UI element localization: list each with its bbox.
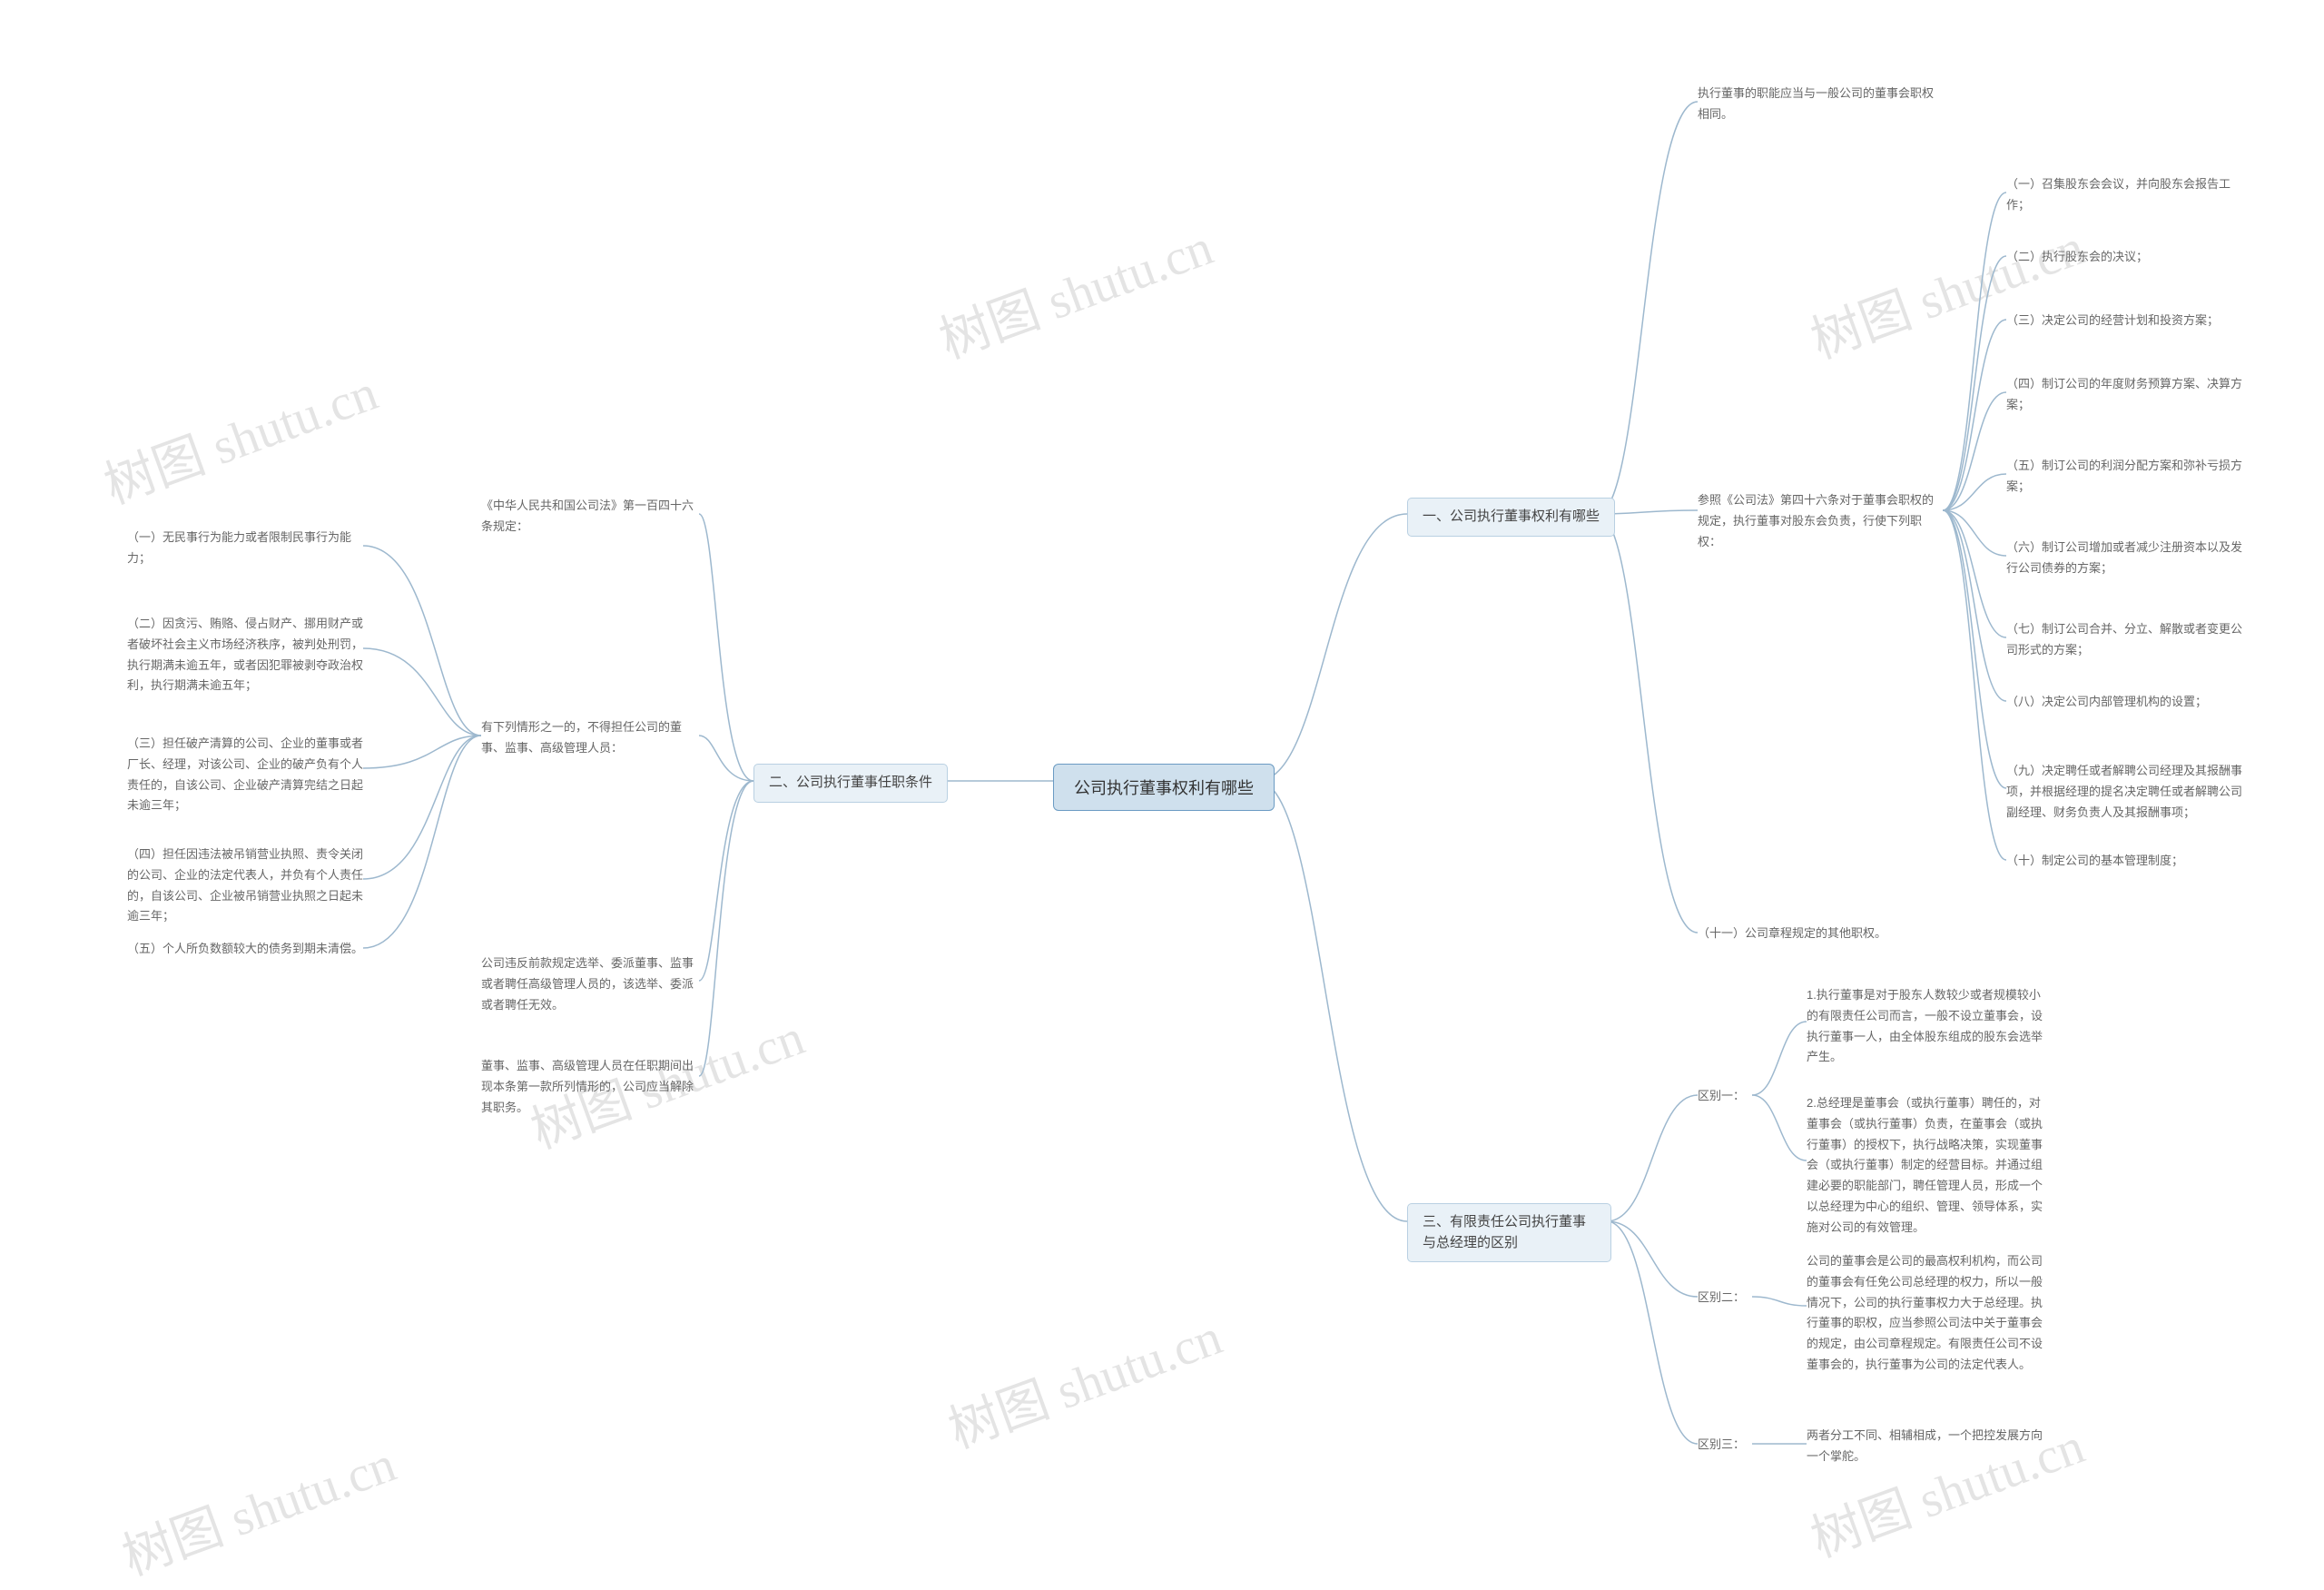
leaf-s2b4: （四）担任因违法被吊销营业执照、责令关闭的公司、企业的法定代表人，并负有个人责任… (127, 844, 363, 927)
watermark: 树图 shutu.cn (1799, 206, 2093, 373)
leaf-s2b5: （五）个人所负数额较大的债务到期未清偿。 (127, 939, 363, 960)
leaf-s1b1: （一）召集股东会会议，并向股东会报告工作； (2006, 174, 2242, 216)
branch-section-2: 二、公司执行董事任职条件 (753, 764, 948, 803)
leaf-s3b: 区别二： (1698, 1288, 1745, 1309)
branch-section-1: 一、公司执行董事权利有哪些 (1407, 498, 1615, 537)
leaf-s1b7: （七）制订公司合并、分立、解散或者变更公司形式的方案； (2006, 619, 2242, 661)
leaf-s3c1: 两者分工不同、相辅相成，一个把控发展方向一个掌舵。 (1807, 1426, 2043, 1467)
leaf-s3a1: 1.执行董事是对于股东人数较少或者规模较小的有限责任公司而言，一般不设立董事会，… (1807, 985, 2043, 1068)
leaf-s1b8: （八）决定公司内部管理机构的设置； (2006, 692, 2207, 713)
leaf-s2d: 董事、监事、高级管理人员在任职期间出现本条第一款所列情形的，公司应当解除其职务。 (481, 1056, 699, 1118)
leaf-s1b6: （六）制订公司增加或者减少注册资本以及发行公司债券的方案； (2006, 538, 2242, 579)
watermark: 树图 shutu.cn (93, 351, 386, 518)
leaf-s1b5: （五）制订公司的利润分配方案和弥补亏损方案； (2006, 456, 2242, 498)
leaf-s1b11: （十一）公司章程规定的其他职权。 (1698, 923, 1886, 944)
leaf-s1b: 参照《公司法》第四十六条对于董事会职权的规定，执行董事对股东会负责，行使下列职权… (1698, 490, 1934, 552)
leaf-s2c: 公司违反前款规定选举、委派董事、监事或者聘任高级管理人员的，该选举、委派或者聘任… (481, 953, 699, 1015)
root-node: 公司执行董事权利有哪些 (1053, 764, 1275, 811)
watermark: 树图 shutu.cn (111, 1423, 404, 1590)
leaf-s2b3: （三）担任破产清算的公司、企业的董事或者厂长、经理，对该公司、企业的破产负有个人… (127, 734, 363, 816)
leaf-s1b2: （二）执行股东会的决议； (2006, 247, 2148, 268)
leaf-s1b10: （十）制定公司的基本管理制度； (2006, 851, 2183, 872)
leaf-s1b3: （三）决定公司的经营计划和投资方案； (2006, 311, 2219, 331)
branch-section-3: 三、有限责任公司执行董事与总经理的区别 (1407, 1203, 1611, 1262)
leaf-s3a: 区别一： (1698, 1086, 1745, 1107)
watermark: 树图 shutu.cn (928, 206, 1221, 373)
leaf-s2b: 有下列情形之一的，不得担任公司的董事、监事、高级管理人员： (481, 717, 699, 759)
leaf-s3a2: 2.总经理是董事会（或执行董事）聘任的，对董事会（或执行董事）负责，在董事会（或… (1807, 1093, 2043, 1238)
leaf-s3c: 区别三： (1698, 1435, 1745, 1456)
leaf-s3b1: 公司的董事会是公司的最高权利机构，而公司的董事会有任免公司总经理的权力，所以一般… (1807, 1251, 2043, 1376)
watermark: 树图 shutu.cn (937, 1296, 1230, 1463)
leaf-s1b9: （九）决定聘任或者解聘公司经理及其报酬事项，并根据经理的提名决定聘任或者解聘公司… (2006, 761, 2242, 823)
leaf-s2b2: （二）因贪污、贿赂、侵占财产、挪用财产或者破坏社会主义市场经济秩序，被判处刑罚，… (127, 614, 363, 696)
leaf-s1b4: （四）制订公司的年度财务预算方案、决算方案； (2006, 374, 2242, 416)
leaf-s1a: 执行董事的职能应当与一般公司的董事会职权相同。 (1698, 84, 1934, 125)
leaf-s2b1: （一）无民事行为能力或者限制民事行为能力； (127, 528, 363, 569)
leaf-s2a: 《中华人民共和国公司法》第一百四十六条规定： (481, 496, 699, 538)
